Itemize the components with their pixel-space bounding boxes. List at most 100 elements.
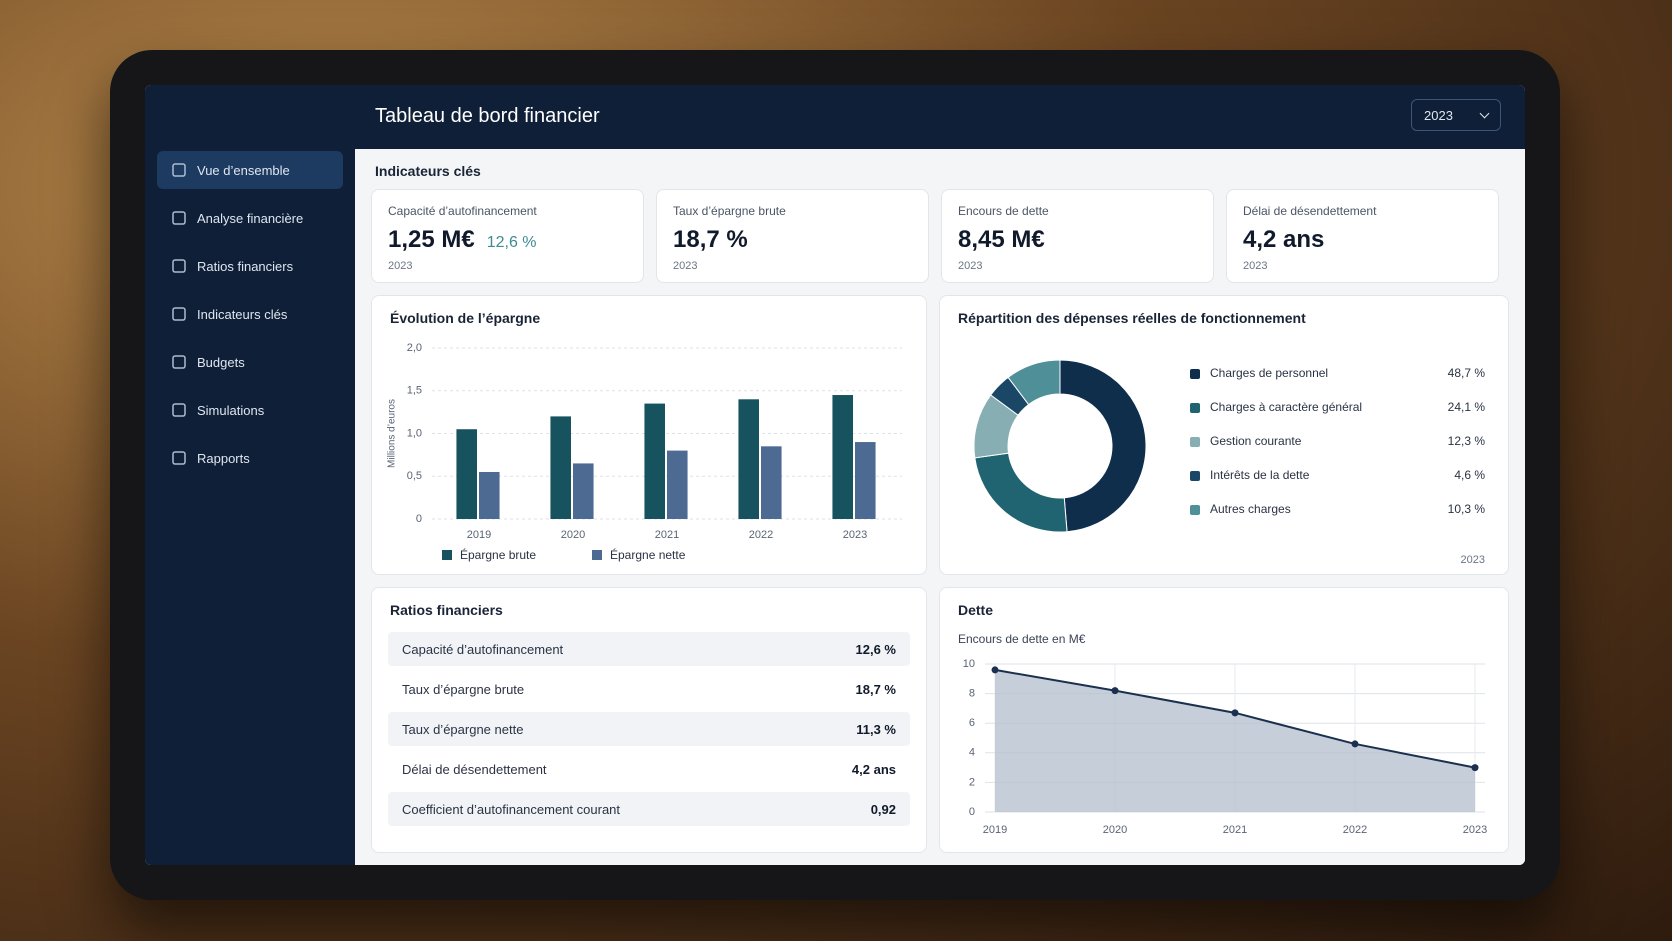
nav-icon — [172, 355, 186, 369]
chart: Charges de personnel 48,7 % Charges à cara… — [973, 359, 1486, 566]
point — [1111, 687, 1119, 695]
nav-item[interactable]: Ratios financiers — [157, 247, 343, 285]
nav-item[interactable]: Vue d’ensemble — [157, 151, 343, 189]
ratio-value: 4,2 ans — [851, 761, 896, 777]
x-tick-label: 2023 — [1463, 824, 1487, 836]
value-label: 10,3 % — [1448, 502, 1486, 516]
value-label: 12,3 % — [1448, 434, 1486, 448]
nav-label: Simulations — [197, 402, 265, 418]
nav-label: Budgets — [197, 354, 245, 370]
kpi-label: Taux d’épargne brute — [673, 204, 786, 218]
kpi-card: Encours de dette 8,45 M€ 2023 — [941, 189, 1214, 283]
kpi-value: 8,45 M€ — [958, 226, 1045, 253]
nav-item[interactable]: Analyse financière — [157, 199, 343, 237]
bar — [667, 450, 688, 519]
kpi-card: Délai de désendettement 4,2 ans 2023 — [1226, 189, 1499, 283]
nav-item[interactable]: Rapports — [157, 439, 343, 477]
bar — [479, 471, 500, 519]
value-label: 24,1 % — [1448, 400, 1486, 414]
bar — [573, 463, 594, 519]
y-tick-label: 10 — [963, 658, 975, 670]
chart: 0 0,5 1,0 1,5 2,0 Millions d’euros 2019 2020 202… — [387, 342, 902, 562]
kpi-year: 2023 — [1243, 260, 1268, 272]
chart: Encours de dette en M€ 0 2 4 6 8 10 2019 2020 202… — [958, 632, 1487, 836]
nav-icon — [172, 163, 186, 177]
ratio-value: 11,3 % — [856, 721, 896, 737]
x-tick-label: 2021 — [655, 529, 679, 541]
kpi-year: 2023 — [673, 260, 698, 272]
ratio-label: Capacité d’autofinancement — [402, 641, 564, 657]
kpi-card: Capacité d’autofinancement 1,25 M€ 12,6 % 2… — [371, 189, 644, 283]
ratio-row: Taux d’épargne nette 11,3 % — [388, 712, 910, 746]
value-label: 48,7 % — [1448, 366, 1486, 380]
chart-title: Dette — [958, 602, 994, 618]
kpi-value: 4,2 ans — [1243, 226, 1325, 253]
nav-item[interactable]: Budgets — [157, 343, 343, 381]
kpi-year: 2023 — [388, 260, 413, 272]
y-tick-label: 4 — [969, 747, 975, 759]
kpi-secondary: 12,6 % — [486, 234, 537, 251]
page-title: Tableau de bord financier — [375, 105, 600, 127]
kpi-value-row: 18,7 % — [673, 226, 748, 254]
section-title: Indicateurs clés — [375, 163, 481, 179]
legend-swatch — [1190, 403, 1200, 413]
main: Indicateurs clés Évolution de l’épargne … — [355, 149, 1525, 865]
chart-title: Évolution de l’épargne — [390, 310, 541, 326]
legend-label: Charges de personnel — [1210, 366, 1328, 380]
kpi-card: Taux d’épargne brute 18,7 % 2023 — [656, 189, 929, 283]
legend-label: Autres charges — [1210, 502, 1291, 516]
x-tick-label: 2021 — [1223, 824, 1247, 836]
year-select[interactable]: 2023 — [1411, 99, 1501, 131]
value-label: 4,6 % — [1454, 468, 1485, 482]
y-tick-label: 2,0 — [407, 342, 422, 354]
bar — [738, 399, 759, 519]
bar — [855, 442, 876, 519]
legend-label: Épargne brute — [460, 547, 536, 562]
x-tick-label: 2020 — [561, 529, 585, 541]
point — [991, 666, 999, 674]
donut-segment — [974, 452, 1068, 533]
x-tick-label: 2019 — [983, 824, 1007, 836]
y-tick-label: 1,5 — [407, 385, 422, 397]
legend-swatch — [1190, 437, 1200, 447]
ratio-label: Délai de désendettement — [402, 761, 547, 777]
kpi-label: Capacité d’autofinancement — [388, 204, 537, 218]
ratio-label: Coefficient d’autofinancement courant — [402, 801, 621, 817]
kpi-value: 18,7 % — [673, 226, 748, 253]
legend-swatch — [592, 550, 602, 560]
nav-icon — [172, 211, 186, 225]
nav-icon — [172, 307, 186, 321]
point — [1231, 709, 1239, 717]
legend-swatch — [442, 550, 452, 560]
kpi-year: 2023 — [958, 260, 983, 272]
y-tick-label: 0 — [416, 513, 422, 525]
donut-segment — [1059, 359, 1147, 533]
ratio-label: Taux d’épargne nette — [402, 721, 524, 737]
ratio-row: Taux d’épargne brute 18,7 % — [388, 672, 910, 706]
nav-icon — [172, 259, 186, 273]
line-card: Dette Encours de dette en M€ 0 2 4 6 8 10 2019 2… — [939, 587, 1509, 853]
bar — [832, 395, 853, 519]
nav-label: Rapports — [197, 450, 250, 466]
nav-icon — [172, 403, 186, 417]
bar — [644, 403, 665, 519]
ratio-row: Délai de désendettement 4,2 ans — [388, 752, 910, 786]
legend-swatch — [1190, 505, 1200, 515]
legend-label: Épargne nette — [610, 547, 686, 562]
nav-item[interactable]: Indicateurs clés — [157, 295, 343, 333]
kpi-label: Délai de désendettement — [1243, 204, 1377, 218]
x-tick-label: 2020 — [1103, 824, 1127, 836]
bar — [456, 429, 477, 519]
chart-subtitle: Encours de dette en M€ — [958, 632, 1086, 646]
nav-label: Vue d’ensemble — [197, 162, 290, 178]
bar-card: Évolution de l’épargne 0 0,5 1,0 1,5 2,0 Mill… — [371, 295, 927, 575]
nav-icon — [172, 451, 186, 465]
nav-item[interactable]: Simulations — [157, 391, 343, 429]
x-tick-label: 2023 — [843, 529, 867, 541]
nav-label: Ratios financiers — [197, 258, 294, 274]
sidebar: Vue d’ensemble Analyse financière Ratios f… — [145, 85, 355, 865]
point — [1471, 764, 1479, 772]
ratio-row: Capacité d’autofinancement 12,6 % — [388, 632, 910, 666]
